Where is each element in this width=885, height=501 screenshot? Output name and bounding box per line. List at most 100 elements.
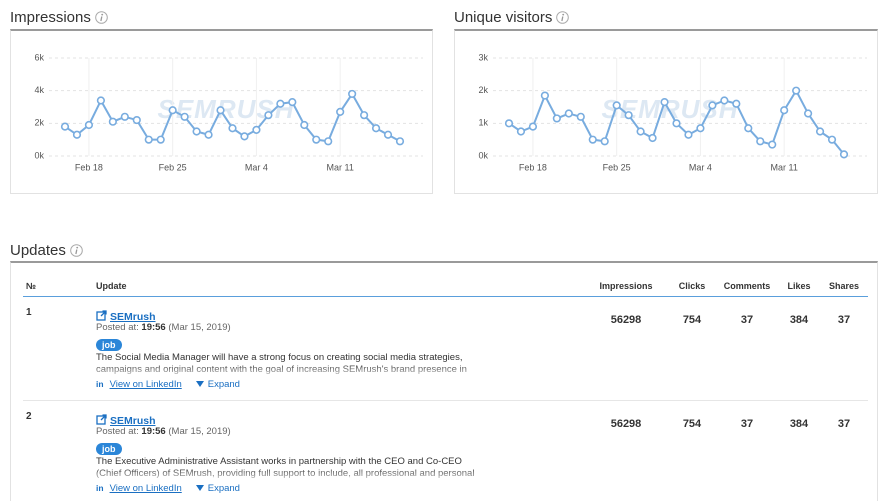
data-point [360, 111, 369, 120]
y-tick-label: 2k [478, 85, 488, 95]
data-point [504, 119, 514, 128]
data-point [516, 127, 526, 136]
y-tick-label: 1k [478, 118, 488, 128]
external-link-icon[interactable] [96, 414, 107, 425]
chart-panel: SEMRUSH 0k 1k 2k 3k Feb 18 Feb 25 Mar 4 Mar 11 [454, 29, 878, 194]
linkedin-link[interactable]: View on LinkedIn [110, 483, 182, 494]
section-title: Unique visitors [454, 9, 553, 26]
watermark: SEMRUSH [601, 94, 738, 124]
expand-text[interactable]: Expand [207, 483, 240, 494]
metric-value: 37 [837, 418, 851, 430]
data-point [84, 120, 94, 130]
data-point [264, 111, 273, 120]
posted-label: Posted at: [96, 322, 139, 333]
y-tick-label: 0k [478, 150, 488, 160]
expand-arrow [195, 485, 204, 491]
data-point [108, 117, 117, 126]
column-header: Update [96, 281, 127, 291]
metric-value: 56298 [610, 418, 642, 430]
impressions-header: Impressions [10, 9, 108, 26]
linkedin-icon: in [96, 483, 104, 493]
posted-date: (Mar 15, 2019) [168, 322, 231, 333]
data-point [324, 137, 333, 146]
metric-value: 384 [789, 314, 809, 326]
links: in View on LinkedIn Expand [96, 483, 240, 494]
info-icon[interactable] [95, 11, 108, 24]
data-point [696, 124, 705, 133]
data-point [720, 96, 729, 105]
linkedin-link[interactable]: View on LinkedIn [110, 379, 182, 390]
data-point [192, 127, 201, 136]
data-point [624, 111, 633, 120]
data-point [648, 133, 657, 143]
tag: job [96, 339, 122, 351]
data-point [228, 124, 237, 133]
author-line: SEMrush [96, 411, 156, 429]
data-point [636, 127, 645, 136]
data-point [528, 122, 538, 131]
data-point [600, 137, 609, 146]
tag: job [96, 443, 122, 455]
expand-toggle[interactable]: Expand [195, 379, 240, 390]
data-point [383, 130, 393, 139]
chart: SEMRUSH 0k 1k 2k 3k Feb 18 Feb 25 Mar 4 Mar 11 [478, 52, 867, 172]
data-point [780, 106, 789, 115]
column-header: № [26, 281, 37, 291]
y-tick-label: 4k [34, 85, 44, 95]
column-header: Clicks [678, 281, 706, 291]
expand-arrow [195, 381, 204, 387]
x-tick-label: Feb 25 [159, 162, 187, 172]
author-link[interactable]: SEMrush [110, 415, 156, 427]
metric-value: 56298 [610, 314, 642, 326]
linkedin-link-text[interactable]: View on LinkedIn [109, 379, 182, 390]
chart-panel: SEMRUSH 0k 2k 4k 6k Feb 18 Feb 25 Mar 4 Mar 11 [10, 29, 433, 194]
x-tick-label: Mar 11 [771, 162, 798, 172]
linkedin-link-text[interactable]: View on LinkedIn [109, 483, 182, 494]
data-point [120, 112, 129, 121]
x-tick-label: Feb 18 [75, 162, 103, 172]
expand-text[interactable]: Expand [207, 379, 240, 390]
data-point [732, 99, 741, 108]
y-tick-label: 6k [34, 52, 44, 62]
metric-value: 37 [837, 314, 851, 326]
posted-time: 19:56 [141, 322, 166, 333]
header-rule [23, 296, 868, 297]
expand-toggle[interactable]: Expand [195, 483, 240, 494]
data-point [216, 106, 225, 115]
data-point [276, 99, 285, 108]
tag-wrap: job [96, 439, 122, 457]
row-separator [23, 400, 868, 401]
data-point [612, 101, 621, 110]
section-title: Impressions [10, 9, 91, 26]
data-point [348, 89, 357, 99]
data-point [768, 140, 777, 149]
data-point [540, 91, 549, 100]
data-point [371, 124, 381, 133]
metric-value: 37 [740, 418, 754, 430]
data-point [827, 135, 837, 144]
author-link[interactable]: SEMrush [110, 311, 156, 323]
data-point [756, 137, 765, 146]
data-point [588, 135, 597, 144]
data-point [240, 132, 249, 141]
column-header: Shares [828, 281, 860, 291]
info-icon[interactable] [70, 244, 83, 257]
y-tick-label: 2k [34, 118, 44, 128]
data-point [804, 109, 813, 118]
data-point [660, 97, 669, 107]
data-point [288, 97, 297, 107]
posted-at: Posted at: 19:56 (Mar 15, 2019) [96, 322, 231, 333]
data-point [60, 122, 70, 131]
info-icon[interactable] [556, 11, 570, 24]
data-point [564, 109, 573, 118]
external-link-icon[interactable] [96, 310, 107, 321]
data-point [168, 106, 177, 115]
data-point [792, 86, 801, 95]
metric-value: 384 [789, 418, 809, 430]
x-tick-label: Mar 4 [245, 162, 268, 172]
y-tick-label: 3k [478, 52, 488, 62]
posted-date: (Mar 15, 2019) [168, 426, 231, 437]
data-point [395, 137, 405, 146]
